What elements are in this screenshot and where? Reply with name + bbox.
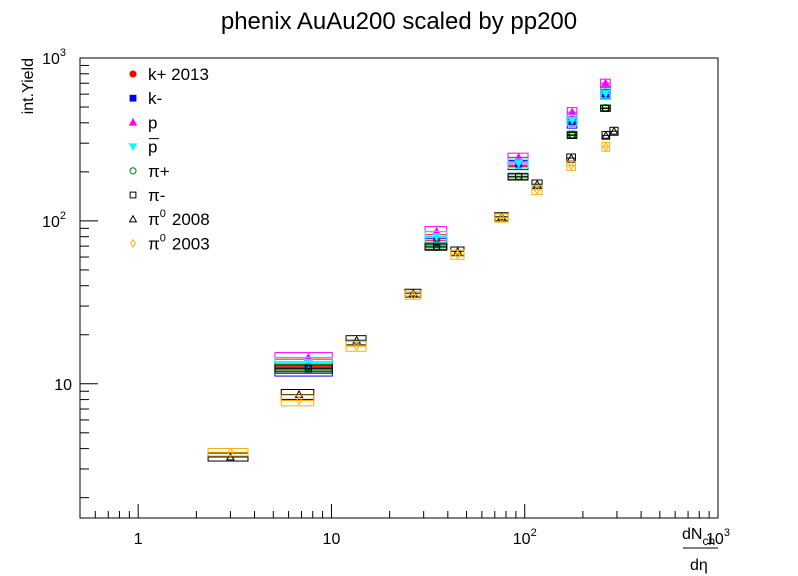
legend-label-base: π-: [148, 186, 165, 205]
y-tick-label-exp: 3: [60, 47, 66, 59]
legend-marker: [128, 117, 138, 126]
data-point: [227, 447, 234, 458]
legend-label-year: 2008: [172, 210, 210, 229]
y-tick-label: 102: [42, 210, 66, 231]
legend-label-base: p: [148, 138, 157, 157]
series-5: [274, 104, 611, 373]
series-0: [274, 86, 611, 375]
data-point: [602, 104, 610, 113]
legend-marker: [128, 214, 138, 223]
data-point: [568, 160, 575, 171]
legend-label: k-: [148, 89, 162, 108]
x-tick-label-exp: 2: [531, 527, 537, 539]
legend-label-base: k-: [148, 89, 162, 108]
legend-label: π+: [148, 162, 170, 181]
x-tick-label-base: 1: [134, 531, 143, 548]
data-point: [432, 233, 442, 242]
x-tick-label: 1: [134, 531, 143, 548]
data-point: [601, 78, 611, 87]
x-tick-labels: 1 10 102 103: [134, 527, 730, 548]
series-2: [274, 78, 611, 363]
x-axis-label-numerator: dNch: [682, 526, 715, 548]
legend-label-base: k+ 2013: [148, 65, 209, 84]
y-tick-label: 10: [54, 377, 72, 394]
series-1: [274, 88, 611, 377]
legend-label: π-: [148, 186, 165, 205]
series-6: [207, 126, 619, 462]
x-tick-label-base: 10: [706, 531, 724, 548]
y-tick-label-base: 10: [42, 51, 60, 68]
legend-label-base: π: [148, 210, 160, 229]
legend-marker: [129, 70, 137, 78]
x-axis-label-base: dN: [682, 526, 702, 543]
y-tick-label-exp: 2: [60, 210, 66, 222]
x-tick-label-exp: 3: [724, 527, 730, 539]
x-tick-label: 103: [706, 527, 730, 548]
legend-label-year: 2003: [172, 234, 210, 253]
legend-label: k+ 2013: [148, 65, 209, 84]
legend-label: p: [148, 138, 157, 157]
data-point: [304, 365, 312, 373]
data-point: [295, 395, 303, 406]
x-axis-label-sub: ch: [702, 534, 715, 548]
data-point: [534, 184, 541, 195]
legend-label-sup: 0: [160, 208, 166, 220]
data-point: [568, 131, 576, 139]
data-series: [207, 78, 619, 462]
data-point: [303, 359, 313, 368]
legend-marker: [129, 167, 137, 175]
y-tick-label: 103: [42, 47, 66, 68]
x-axis-label: dNch dη: [682, 526, 718, 574]
legend-label-base: p: [148, 113, 157, 132]
legend-marker: [128, 143, 138, 152]
legend-label: π0 2008: [148, 208, 210, 229]
data-point: [609, 126, 619, 135]
legend-marker: [129, 191, 137, 199]
y-tick-label-base: 10: [54, 377, 72, 394]
data-point: [514, 160, 524, 169]
data-point: [567, 116, 577, 125]
data-point: [532, 179, 542, 188]
data-point: [408, 288, 418, 297]
legend-label-base: π: [148, 234, 160, 253]
x-tick-label: 102: [513, 527, 537, 548]
data-point: [601, 90, 611, 99]
legend-label: p: [148, 113, 157, 132]
data-point: [353, 341, 360, 352]
data-point: [454, 249, 461, 260]
legend-marker: [129, 94, 137, 102]
x-tick-label-base: 10: [513, 531, 531, 548]
series-4: [274, 104, 611, 372]
axis-ticks: [79, 57, 710, 518]
data-point: [410, 290, 417, 301]
data-point: [601, 130, 611, 139]
legend-label: π0 2003: [148, 232, 210, 253]
data-point: [498, 213, 505, 224]
legend-label-sup: 0: [160, 232, 166, 244]
legend-label-base: π+: [148, 162, 170, 181]
plot-frame: [79, 57, 719, 519]
x-tick-label: 10: [323, 531, 341, 548]
y-tick-label-base: 10: [42, 214, 60, 231]
series-7: [207, 141, 611, 458]
series-3: [274, 88, 611, 369]
chart-title: phenix AuAu200 scaled by pp200: [221, 8, 577, 35]
x-tick-label-base: 10: [323, 531, 341, 548]
data-point: [602, 141, 610, 152]
data-point: [433, 243, 441, 251]
data-point: [515, 173, 523, 181]
legend-marker: [130, 238, 136, 249]
x-axis-label-denominator: dη: [690, 557, 708, 574]
data-point: [225, 452, 235, 461]
y-axis-label: int.Yield: [20, 58, 37, 114]
